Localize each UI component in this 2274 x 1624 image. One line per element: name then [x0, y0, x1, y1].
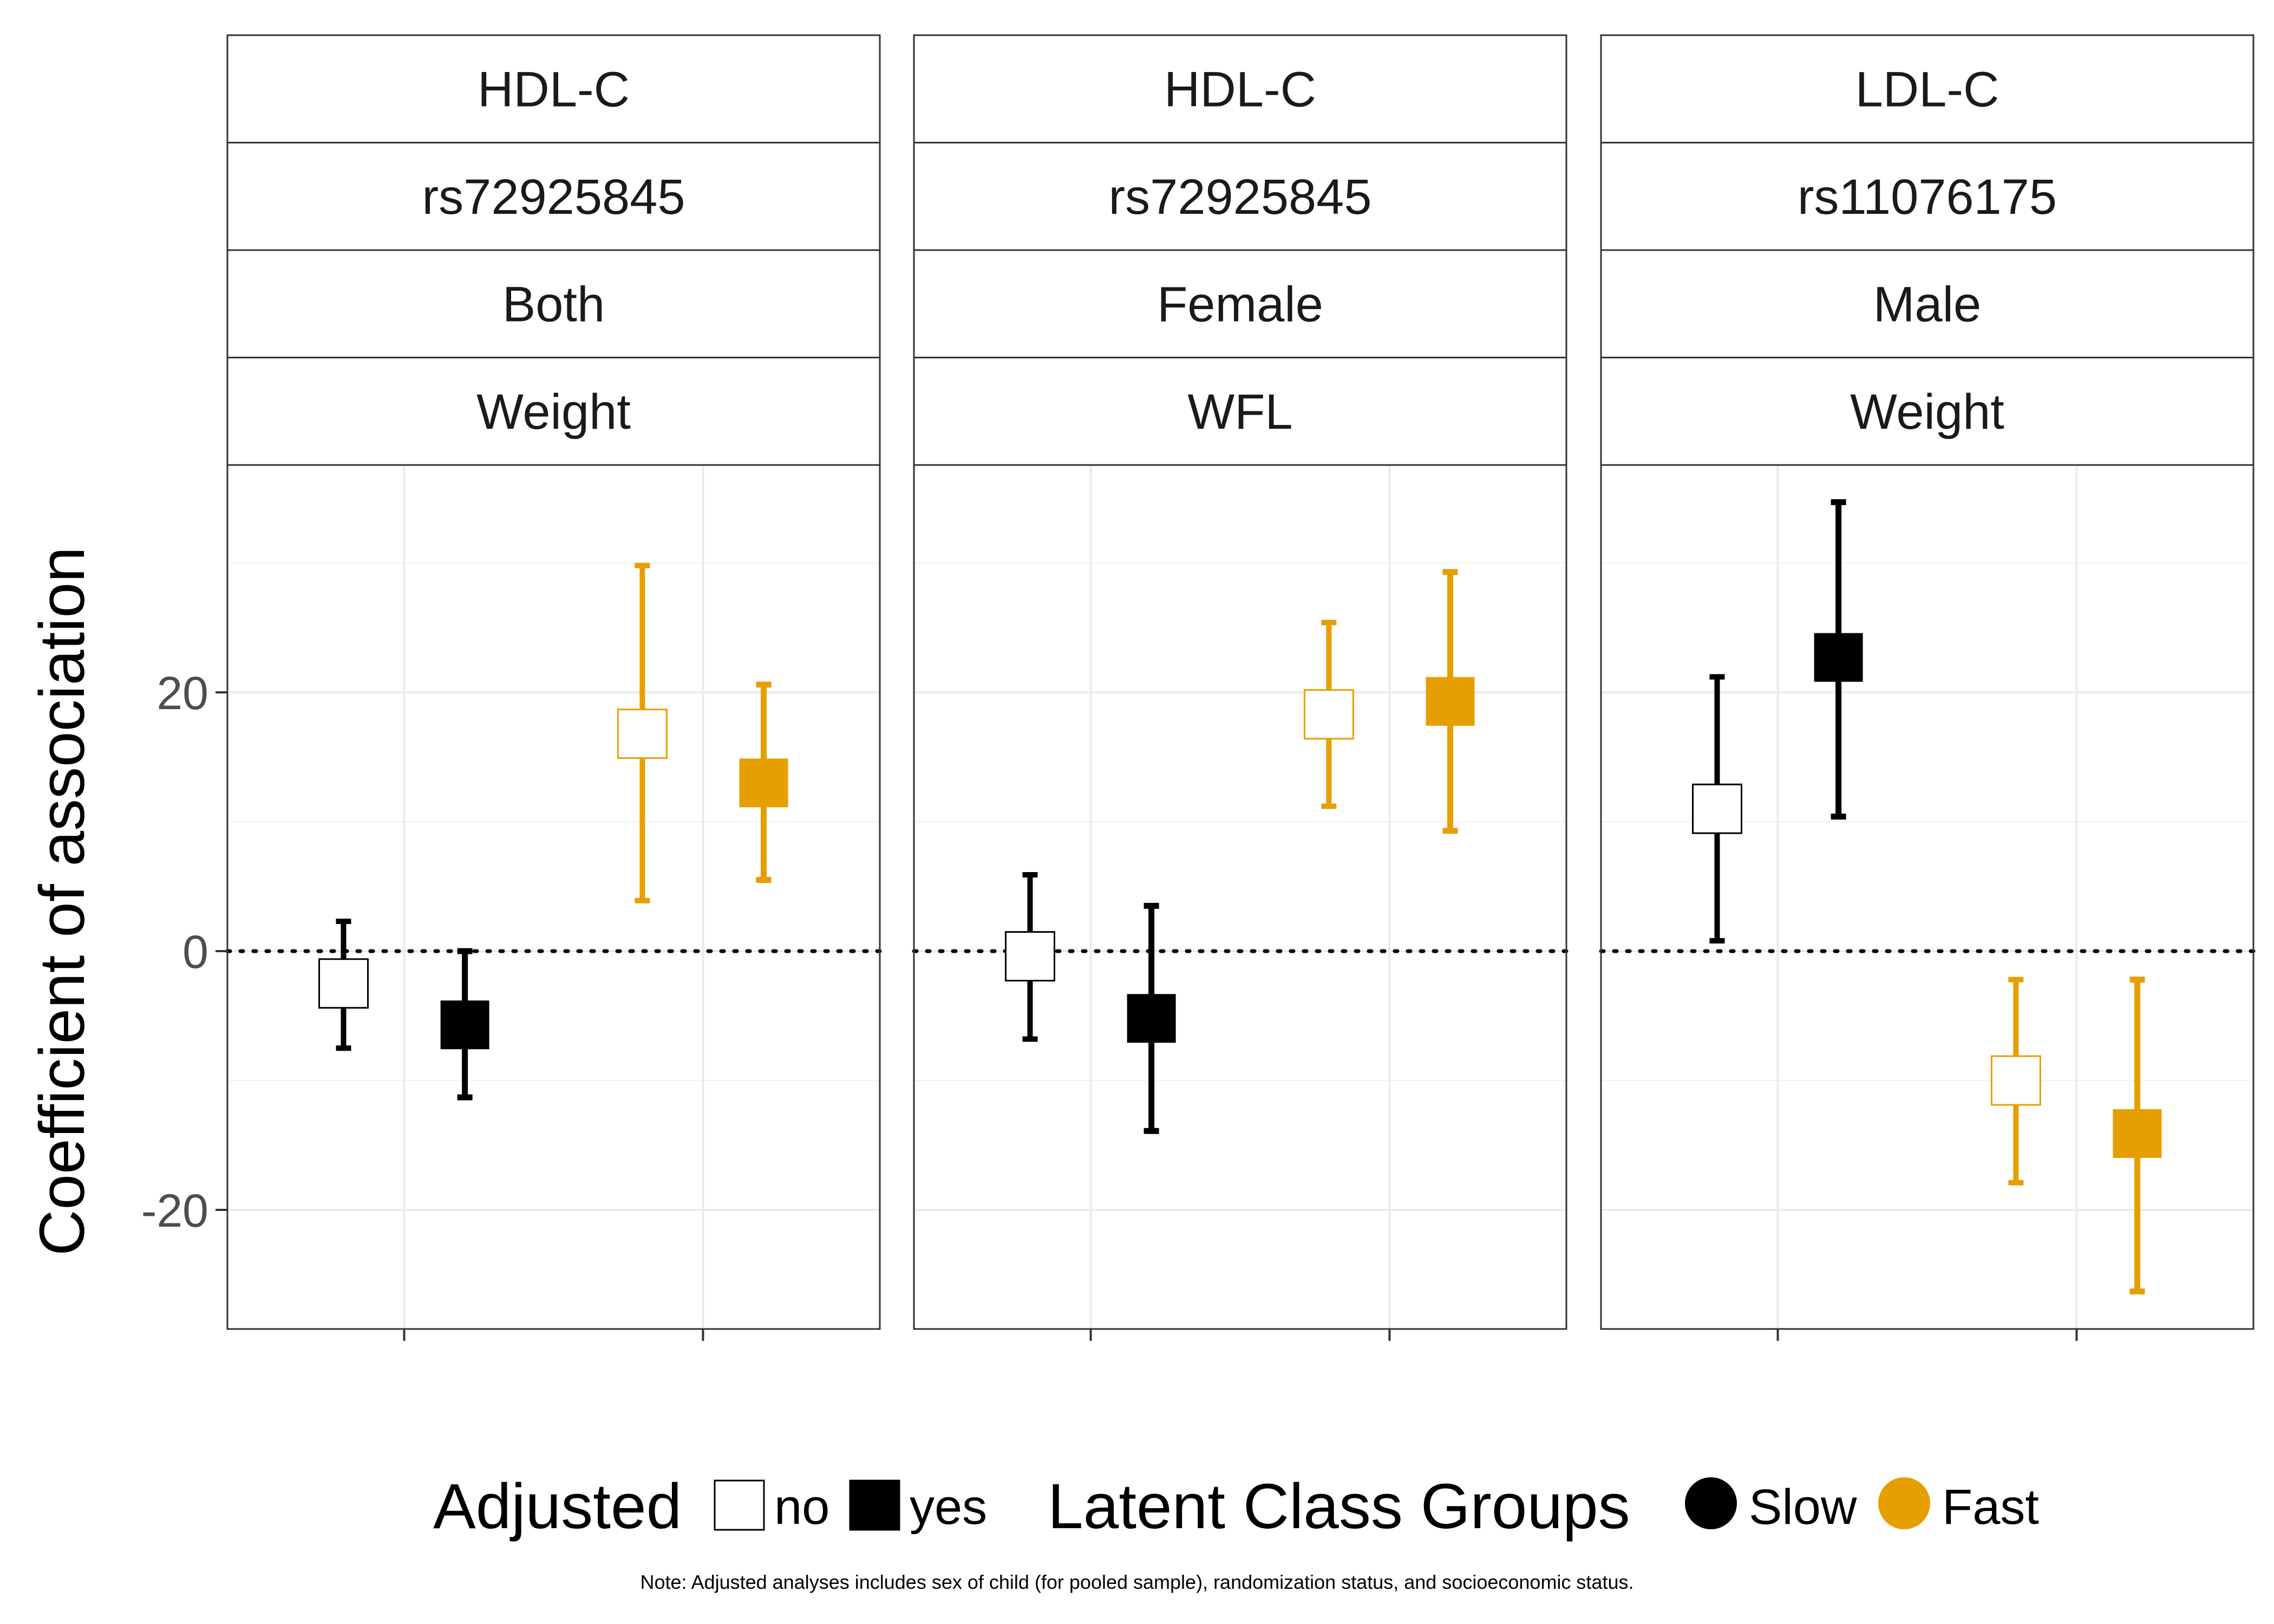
- strip-label: HDL-C: [1164, 62, 1316, 117]
- legend-label-slow: Slow: [1749, 1479, 1857, 1535]
- plot-background: [227, 465, 880, 1329]
- strip-box: [226, 249, 881, 358]
- strip-box: [1600, 34, 2255, 143]
- strip-label: rs11076175: [1798, 169, 2057, 225]
- strip-box: [1600, 142, 2255, 251]
- legend-label-yes: yes: [910, 1479, 987, 1535]
- y-tick-label: 0: [182, 926, 208, 978]
- strip-box: [913, 357, 1567, 466]
- estimate-marker: [1990, 1055, 2041, 1106]
- data-point-fast-yes: [1426, 569, 1475, 834]
- estimate-marker: [1004, 931, 1055, 982]
- estimate-marker: [1691, 783, 1742, 834]
- estimate-marker: [1426, 677, 1475, 726]
- estimate-marker: [440, 1000, 489, 1050]
- strip-box: [913, 142, 1567, 251]
- estimate-marker: [617, 708, 668, 759]
- legend-adjusted-title: Adjusted: [433, 1471, 682, 1542]
- data-point-fast-no: [1303, 619, 1354, 809]
- strip-label: LDL-C: [1855, 62, 1999, 117]
- data-point-slow-no: [318, 919, 369, 1051]
- estimate-marker: [1127, 994, 1176, 1043]
- panel-border: [1600, 464, 2255, 1330]
- data-point-slow-yes: [1814, 499, 1863, 820]
- strip-label: Male: [1873, 277, 1981, 332]
- strip-label: WFL: [1187, 384, 1292, 440]
- panel-border: [913, 464, 1567, 1330]
- strip-box: [226, 142, 881, 251]
- facet-panel-1: HDL-C rs72925845 Both Weight: [225, 34, 882, 1341]
- strip-label: Weight: [476, 384, 631, 440]
- legend-label-fast: Fast: [1942, 1479, 2039, 1535]
- estimate-marker: [2113, 1109, 2162, 1158]
- legend-groups-title: Latent Class Groups: [1048, 1471, 1630, 1542]
- data-point-fast-yes: [739, 682, 788, 883]
- legend: Adjusted no yes Latent Class Groups Slow…: [433, 1471, 2039, 1542]
- strip-box: [913, 249, 1567, 358]
- strip-box: [1600, 357, 2255, 466]
- plot-background: [1601, 465, 2253, 1329]
- y-axis: -20 0 20: [141, 667, 227, 1237]
- legend-key-slow: [1685, 1477, 1737, 1529]
- strip-box: [226, 357, 881, 466]
- strip-label: rs72925845: [1109, 169, 1372, 225]
- data-point-slow-yes: [1127, 902, 1176, 1134]
- legend-key-no: [714, 1479, 765, 1531]
- y-axis-label: Coefficient of association: [27, 547, 98, 1256]
- data-point-slow-no: [1691, 674, 1742, 944]
- data-point-slow-yes: [440, 948, 489, 1101]
- legend-key-fast: [1878, 1477, 1930, 1529]
- plot-background: [914, 465, 1566, 1329]
- data-point-slow-no: [1004, 872, 1055, 1042]
- strip-box: [913, 34, 1567, 143]
- legend-label-no: no: [774, 1479, 829, 1535]
- strip-label: rs72925845: [422, 169, 685, 225]
- y-tick-label: -20: [141, 1185, 208, 1237]
- estimate-marker: [739, 758, 788, 808]
- facet-panel-2: HDL-C rs72925845 Female WFL: [912, 34, 1569, 1341]
- strip-box: [226, 34, 881, 143]
- legend-key-yes: [849, 1479, 900, 1531]
- strip-label: Female: [1157, 277, 1323, 332]
- footnote: Note: Adjusted analyses includes sex of …: [641, 1571, 1634, 1593]
- facet-panel-3: LDL-C rs11076175 Male Weight: [1599, 34, 2256, 1341]
- estimate-marker: [318, 958, 369, 1009]
- y-tick-label: 20: [156, 667, 208, 719]
- strip-label: HDL-C: [478, 62, 630, 117]
- panel-border: [226, 464, 881, 1330]
- strip-label: Weight: [1850, 384, 2004, 440]
- strip-box: [1600, 249, 2255, 358]
- data-point-fast-no: [1990, 977, 2041, 1186]
- facet-panels: HDL-C rs72925845 Both Weight HDL-C rs72925845…: [225, 34, 2256, 1341]
- estimate-marker: [1814, 633, 1863, 682]
- data-point-fast-no: [617, 562, 668, 903]
- data-point-fast-yes: [2113, 977, 2162, 1295]
- estimate-marker: [1303, 689, 1354, 740]
- strip-label: Both: [502, 277, 605, 332]
